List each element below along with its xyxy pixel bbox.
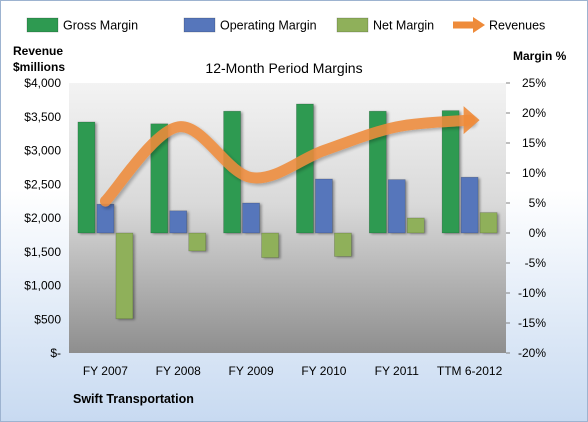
revenue-line — [99, 114, 476, 207]
bar-gross-margin — [77, 121, 96, 234]
revenue-line-group — [99, 106, 480, 207]
right-axis-title: Margin % — [513, 49, 567, 63]
legend-label-revenues: Revenues — [489, 19, 545, 33]
x-axis-category-label: FY 2009 — [229, 364, 274, 378]
bar-net-margin — [261, 232, 279, 258]
x-axis-category-label: TTM 6-2012 — [437, 364, 503, 378]
left-axis-tick-label: $2,500 — [24, 177, 61, 191]
right-axis-tick-label: 20% — [522, 106, 546, 120]
legend-label-net-margin: Net Margin — [373, 19, 434, 33]
right-axis-tick-label: 25% — [522, 76, 546, 90]
bar-operating-margin — [242, 202, 260, 234]
bar-operating-margin — [96, 203, 115, 234]
right-axis-tick-label: 10% — [522, 166, 546, 180]
bar-net-margin — [479, 212, 498, 234]
left-axis-ticks: $4,000 $3,500 $3,000 $2,500 $2,000 $1,500 $1,0… — [24, 76, 61, 360]
left-axis-tick-label: $1,500 — [24, 245, 61, 259]
bar-operating-margin — [387, 179, 406, 234]
right-axis-ticks: 25% 20% 15% 10% 5% 0% -5% -10% -15% -20% — [506, 76, 546, 360]
bar-gross-margin — [150, 123, 169, 234]
bar-operating-margin — [169, 210, 188, 234]
left-axis-tick-label: $- — [50, 346, 61, 360]
right-axis-tick-label: -10% — [518, 286, 546, 300]
bar-gross-margin — [368, 110, 387, 234]
bar-net-margin — [188, 232, 207, 252]
plot-area — [69, 83, 506, 353]
company-label: Swift Transportation — [73, 392, 194, 406]
x-axis-category-label: FY 2011 — [375, 364, 420, 378]
left-axis-title-line2: $millions — [13, 60, 65, 74]
legend-label-operating-margin: Operating Margin — [220, 19, 317, 33]
right-axis-tick-label: 15% — [522, 136, 546, 150]
x-axis-category-label: FY 2007 — [83, 364, 128, 378]
legend-arrow-icon — [473, 17, 485, 33]
chart-legend: Gross Margin Operating Margin Net Margin Re… — [26, 17, 545, 33]
bar-net-margin — [334, 232, 352, 257]
right-axis-tick-label: -15% — [518, 316, 546, 330]
left-axis-tick-label: $500 — [34, 312, 61, 326]
left-axis-tick-label: $3,000 — [24, 144, 61, 158]
left-axis-tick-label: $4,000 — [24, 76, 61, 90]
x-axis-category-label: FY 2010 — [301, 364, 346, 378]
chart-title: 12-Month Period Margins — [205, 60, 362, 76]
x-axis-category-label: FY 2008 — [156, 364, 201, 378]
legend-swatch-net-margin — [336, 17, 369, 33]
bar-series-group — [77, 103, 498, 320]
left-axis-tick-label: $3,500 — [24, 110, 61, 124]
left-axis-tick-label: $2,000 — [24, 211, 61, 225]
bar-net-margin — [406, 217, 425, 234]
right-axis-tick-label: -5% — [525, 256, 547, 270]
left-axis-title-line1: Revenue — [13, 44, 63, 58]
right-axis-tick-label: 0% — [529, 226, 547, 240]
bar-operating-margin — [315, 178, 333, 234]
revenue-arrowhead — [463, 106, 480, 135]
x-axis-labels: FY 2007 FY 2008 FY 2009 FY 2010 FY 2011 TTM 6… — [83, 364, 503, 378]
right-axis-tick-label: 5% — [529, 196, 547, 210]
left-axis-tick-label: $1,000 — [24, 279, 61, 293]
bar-gross-margin — [441, 110, 460, 234]
right-axis-tick-label: -20% — [518, 346, 546, 360]
legend-swatch-gross-margin — [26, 17, 59, 33]
legend-label-gross-margin: Gross Margin — [63, 19, 138, 33]
bar-operating-margin — [460, 176, 479, 234]
bar-net-margin — [115, 232, 134, 320]
legend-swatch-operating-margin — [183, 17, 216, 33]
